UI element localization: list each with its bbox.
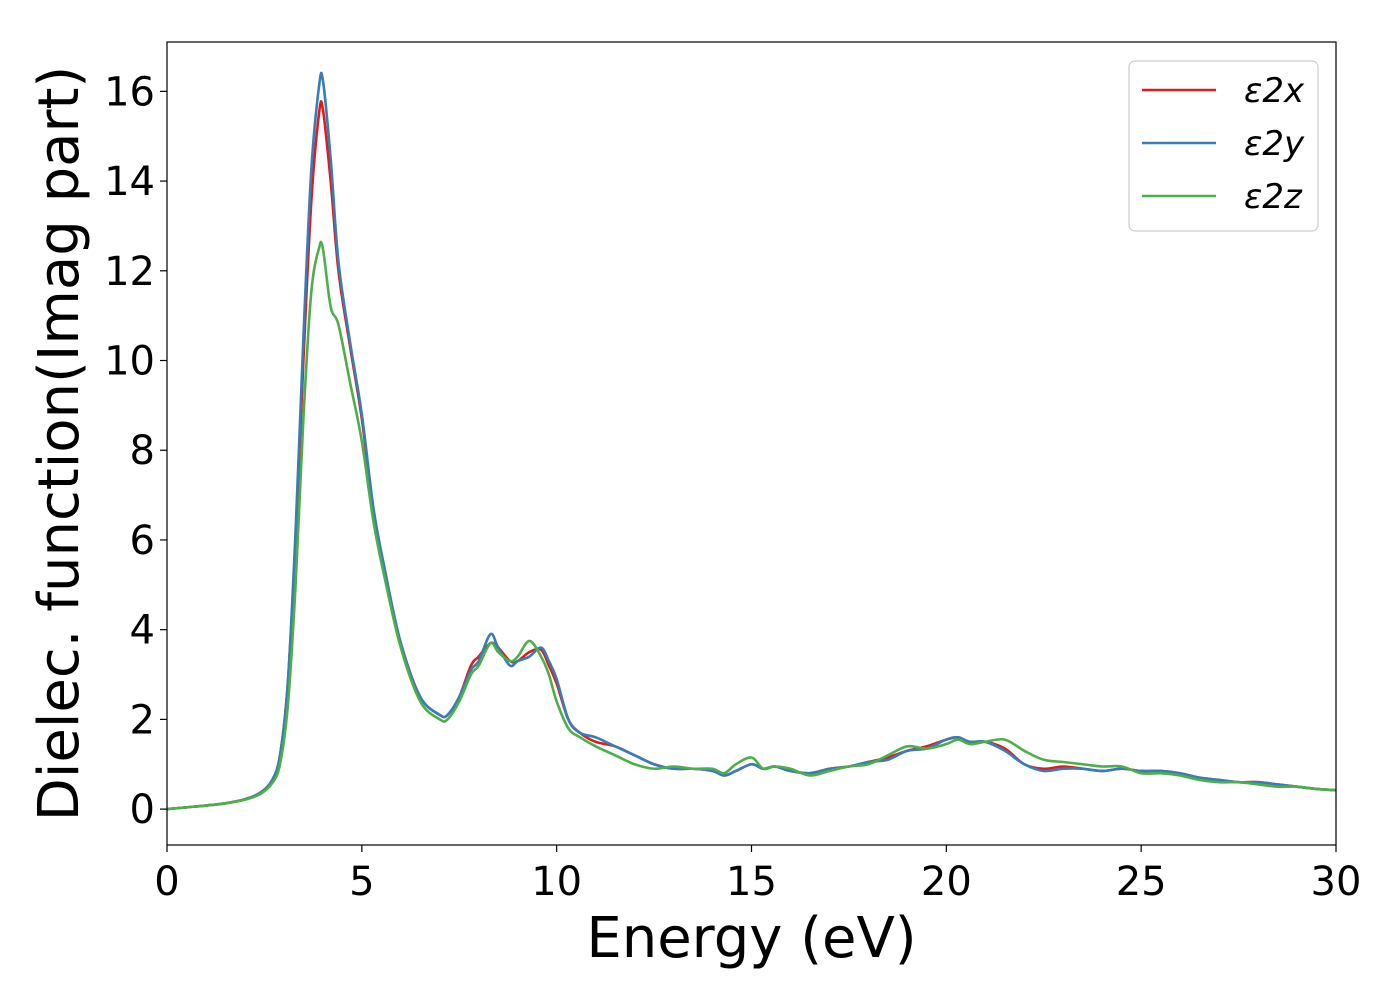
y-tick-label: 16 [104,69,155,115]
x-tick-label: 5 [349,859,374,905]
series-line-2 [167,71,1336,811]
y-tick-label: 0 [130,787,155,833]
x-tick-label: 15 [726,859,777,905]
series-line-3 [167,240,1336,811]
y-tick-label: 10 [104,339,155,385]
y-tick-label: 4 [130,608,155,654]
x-tick-label: 30 [1311,859,1362,905]
series-layer [167,71,1336,811]
y-tick-label: 14 [104,159,155,205]
x-tick-label: 20 [921,859,972,905]
x-tick-label: 25 [1116,859,1167,905]
legend-label-2: ε2y [1244,124,1305,164]
y-tick-label: 2 [130,697,155,743]
y-tick-label: 6 [130,518,155,564]
y-axis-title: Dielec. function(Imag part) [27,66,92,822]
y-axis: 0 2 4 6 8 10 12 14 16 [104,69,167,833]
legend-label-1: ε2x [1244,71,1305,111]
x-tick-label: 0 [154,859,179,905]
legend: ε2x ε2y ε2z [1128,60,1319,232]
y-tick-label: 12 [104,249,155,295]
x-axis: 0 5 10 15 20 25 30 [154,845,1361,905]
legend-box [1128,60,1319,232]
legend-label-3: ε2z [1244,177,1303,217]
x-axis-title: Energy (eV) [586,906,916,971]
y-tick-label: 8 [130,428,155,474]
x-tick-label: 10 [531,859,582,905]
